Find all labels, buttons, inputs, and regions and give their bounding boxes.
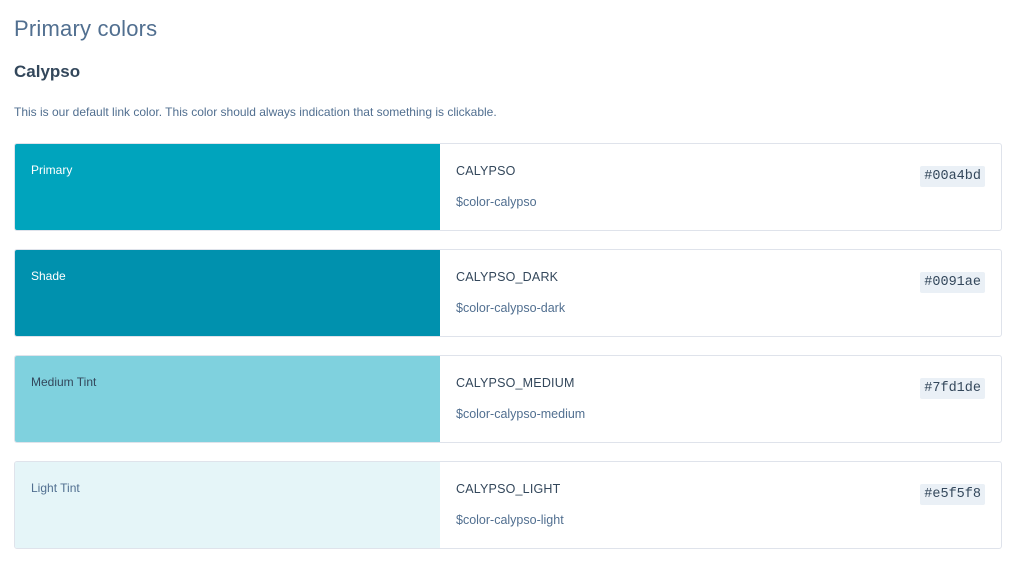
swatch-label: Light Tint <box>31 481 80 495</box>
swatch-info: CALYPSO $color-calypso #00a4bd <box>440 144 1001 230</box>
swatch-info: CALYPSO_LIGHT $color-calypso-light #e5f5… <box>440 462 1001 548</box>
swatch-info: CALYPSO_MEDIUM $color-calypso-medium #7f… <box>440 356 1001 442</box>
hex-code-badge[interactable]: #0091ae <box>920 272 985 293</box>
hex-code-badge[interactable]: #00a4bd <box>920 166 985 187</box>
swatch-card-primary: Primary CALYPSO $color-calypso #00a4bd <box>14 143 1002 231</box>
color-group-description: This is our default link color. This col… <box>14 105 497 119</box>
swatch-card-shade: Shade CALYPSO_DARK $color-calypso-dark #… <box>14 249 1002 337</box>
color-variable-name: $color-calypso <box>456 195 537 209</box>
color-constant-name: CALYPSO_MEDIUM <box>456 376 575 390</box>
swatch-card-light-tint: Light Tint CALYPSO_LIGHT $color-calypso-… <box>14 461 1002 549</box>
swatch-card-medium-tint: Medium Tint CALYPSO_MEDIUM $color-calyps… <box>14 355 1002 443</box>
section-title: Primary colors <box>14 16 158 41</box>
hex-code-badge[interactable]: #7fd1de <box>920 378 985 399</box>
swatch-label: Medium Tint <box>31 375 97 389</box>
color-variable-name: $color-calypso-dark <box>456 301 566 315</box>
color-swatch: Shade <box>15 250 440 336</box>
color-swatch: Medium Tint <box>15 356 440 442</box>
color-swatch: Light Tint <box>15 462 440 548</box>
color-swatch: Primary <box>15 144 440 230</box>
color-constant-name: CALYPSO_DARK <box>456 270 559 284</box>
swatch-list: Primary CALYPSO $color-calypso #00a4bd S… <box>14 143 1002 567</box>
hex-code-badge[interactable]: #e5f5f8 <box>920 484 985 505</box>
swatch-label: Primary <box>31 163 73 177</box>
color-constant-name: CALYPSO <box>456 164 516 178</box>
color-group-title: Calypso <box>14 62 81 81</box>
swatch-label: Shade <box>31 269 66 283</box>
color-variable-name: $color-calypso-medium <box>456 407 586 421</box>
swatch-info: CALYPSO_DARK $color-calypso-dark #0091ae <box>440 250 1001 336</box>
color-variable-name: $color-calypso-light <box>456 513 564 527</box>
color-constant-name: CALYPSO_LIGHT <box>456 482 561 496</box>
